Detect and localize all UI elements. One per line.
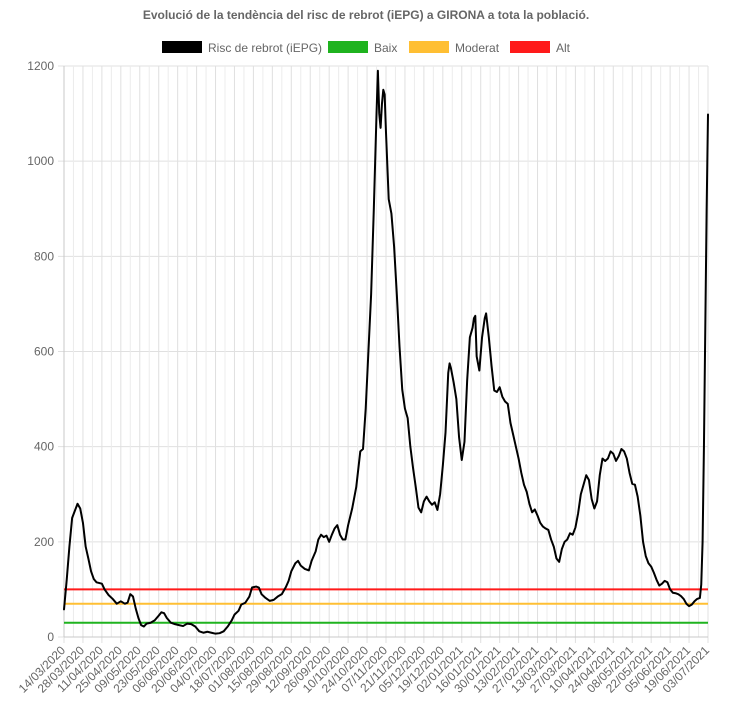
y-tick-label: 0	[47, 630, 54, 644]
chart-legend: Risc de rebrot (iEPG) Baix Moderat Alt	[162, 41, 571, 55]
y-tick-label: 1000	[27, 154, 54, 168]
legend-swatch-baix[interactable]	[328, 41, 368, 53]
legend-swatch-iepg[interactable]	[162, 41, 202, 53]
iepg-series-line	[63, 69, 709, 635]
legend-label-moderat[interactable]: Moderat	[455, 41, 500, 55]
legend-swatch-alt[interactable]	[510, 41, 550, 53]
series-layer	[63, 69, 709, 635]
x-axis-ticks: 14/03/202028/03/202011/04/202025/04/2020…	[16, 643, 713, 696]
legend-label-alt[interactable]: Alt	[556, 41, 571, 55]
legend-label-baix[interactable]: Baix	[374, 41, 397, 55]
y-tick-label: 800	[34, 249, 54, 263]
y-tick-label: 200	[34, 535, 54, 549]
y-tick-label: 400	[34, 440, 54, 454]
y-tick-label: 1200	[27, 59, 54, 73]
y-axis-ticks: 0 200 400 600 800 1000 1200	[27, 59, 54, 644]
y-tick-label: 600	[34, 345, 54, 359]
legend-label-iepg[interactable]: Risc de rebrot (iEPG)	[208, 41, 322, 55]
chart-title: Evolució de la tendència del risc de reb…	[143, 8, 589, 22]
grid-lines	[58, 65, 709, 643]
legend-swatch-moderat[interactable]	[409, 41, 449, 53]
